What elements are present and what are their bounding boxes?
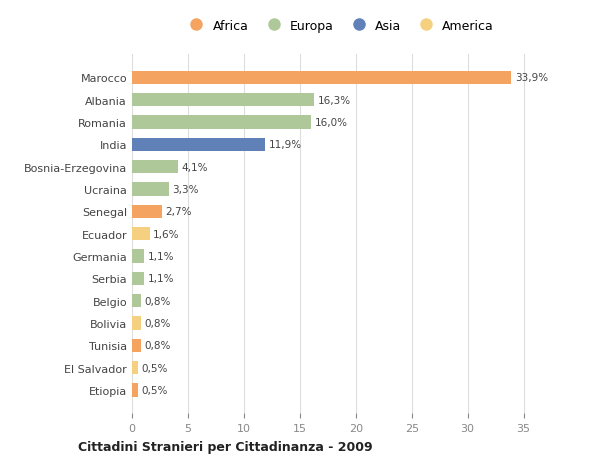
Bar	[132, 138, 265, 151]
Text: Cittadini Stranieri per Cittadinanza - 2009: Cittadini Stranieri per Cittadinanza - 2…	[78, 440, 373, 453]
Text: 0,8%: 0,8%	[145, 341, 170, 351]
Bar	[132, 317, 141, 330]
Text: 1,6%: 1,6%	[153, 229, 180, 239]
Legend: Africa, Europa, Asia, America: Africa, Europa, Asia, America	[179, 15, 499, 38]
Text: 33,9%: 33,9%	[515, 73, 548, 83]
Text: 11,9%: 11,9%	[269, 140, 302, 150]
Bar	[132, 272, 145, 285]
Text: COMUNE DI ENDINE GAIANO (BG) - Dati ISTAT al 1° gennaio 2009 - Elaborazione TUTT: COMUNE DI ENDINE GAIANO (BG) - Dati ISTA…	[78, 458, 539, 459]
Bar	[132, 183, 169, 196]
Text: 1,1%: 1,1%	[148, 274, 174, 284]
Text: 2,7%: 2,7%	[166, 207, 192, 217]
Text: 16,0%: 16,0%	[314, 118, 347, 128]
Bar	[132, 205, 162, 218]
Bar	[132, 250, 145, 263]
Bar	[132, 227, 150, 241]
Bar	[132, 116, 311, 129]
Text: 0,5%: 0,5%	[141, 363, 167, 373]
Text: 3,3%: 3,3%	[172, 185, 199, 195]
Bar	[132, 161, 178, 174]
Bar	[132, 94, 314, 107]
Text: 0,8%: 0,8%	[145, 318, 170, 328]
Bar	[132, 294, 141, 308]
Text: 16,3%: 16,3%	[318, 95, 351, 105]
Text: 0,8%: 0,8%	[145, 296, 170, 306]
Bar	[132, 71, 511, 85]
Text: 1,1%: 1,1%	[148, 252, 174, 261]
Text: 0,5%: 0,5%	[141, 385, 167, 395]
Bar	[132, 383, 137, 397]
Text: 4,1%: 4,1%	[181, 162, 208, 172]
Bar	[132, 339, 141, 352]
Bar	[132, 361, 137, 375]
